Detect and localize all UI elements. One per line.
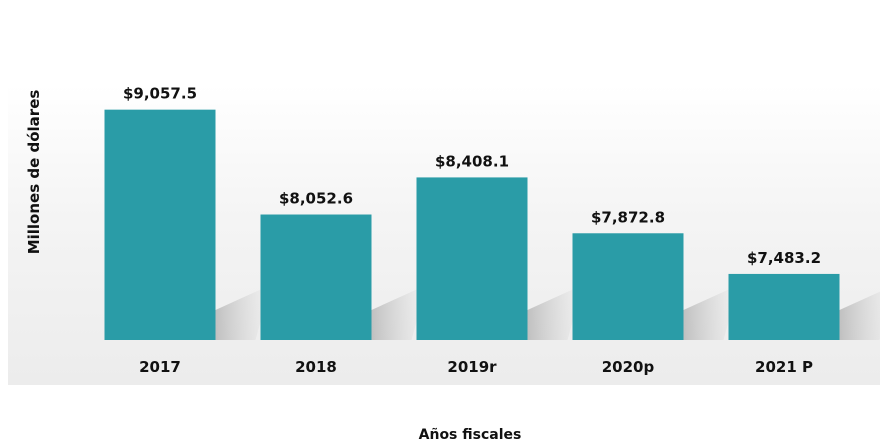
bar-value-label: $8,408.1 xyxy=(435,152,509,170)
bar-value-label: $7,483.2 xyxy=(747,249,821,267)
bar-shadows xyxy=(215,285,880,340)
x-tick-label: 2019r xyxy=(447,358,497,376)
x-tick-label: 2020p xyxy=(602,358,655,376)
bar-value-label: $7,872.8 xyxy=(591,208,665,226)
x-tick-label: 2018 xyxy=(295,358,337,376)
bar-value-label: $8,052.6 xyxy=(279,190,353,208)
bar-value-label: $9,057.5 xyxy=(123,85,197,103)
y-axis-title: Millones de dólares xyxy=(25,90,43,255)
bar-shadow xyxy=(527,285,583,340)
bar-shadow xyxy=(839,291,880,340)
bar-2019r xyxy=(416,177,528,340)
value-labels: $9,057.5 $8,052.6 $8,408.1 $7,872.8 $7,483.2 xyxy=(123,85,821,267)
bar-2021-p xyxy=(728,273,840,340)
bar-2017 xyxy=(104,109,216,340)
bar-2018 xyxy=(260,214,372,340)
bar-shadow xyxy=(371,285,427,340)
x-tick-label: 2021 P xyxy=(755,358,813,376)
bar-2020p xyxy=(572,233,684,340)
x-tick-labels: 2017 2018 2019r 2020p 2021 P xyxy=(139,358,813,376)
bar-shadow xyxy=(215,285,271,340)
x-tick-label: 2017 xyxy=(139,358,181,376)
x-axis-title: Años fiscales xyxy=(419,427,522,443)
bar-shadow xyxy=(683,285,739,340)
bars xyxy=(104,109,840,340)
